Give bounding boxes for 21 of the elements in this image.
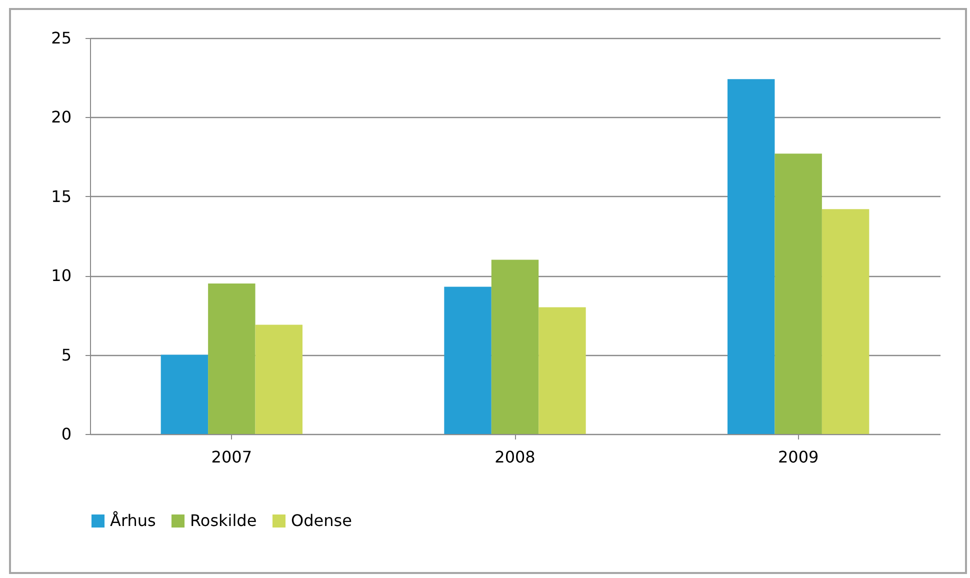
bar <box>444 286 492 434</box>
bar <box>255 324 302 434</box>
x-tick-label: 2008 <box>494 448 536 466</box>
bar <box>538 307 586 434</box>
x-tick-label: 2007 <box>211 448 252 466</box>
y-tick-label: 15 <box>51 186 72 206</box>
bar <box>208 284 256 434</box>
bar <box>728 79 775 434</box>
bar <box>491 260 539 434</box>
y-tick-label: 25 <box>51 28 72 48</box>
bar <box>822 209 870 434</box>
y-tick-label: 0 <box>61 424 72 444</box>
legend-label: Århus <box>110 511 156 530</box>
y-tick-label: 5 <box>61 345 72 364</box>
bar <box>774 154 822 434</box>
legend-label: Roskilde <box>190 511 257 530</box>
legend-label: Odense <box>291 511 352 530</box>
y-tick-label: 20 <box>51 108 72 127</box>
bar <box>160 354 208 434</box>
x-tick-label: 2009 <box>778 448 819 466</box>
y-tick-label: 10 <box>51 266 72 286</box>
